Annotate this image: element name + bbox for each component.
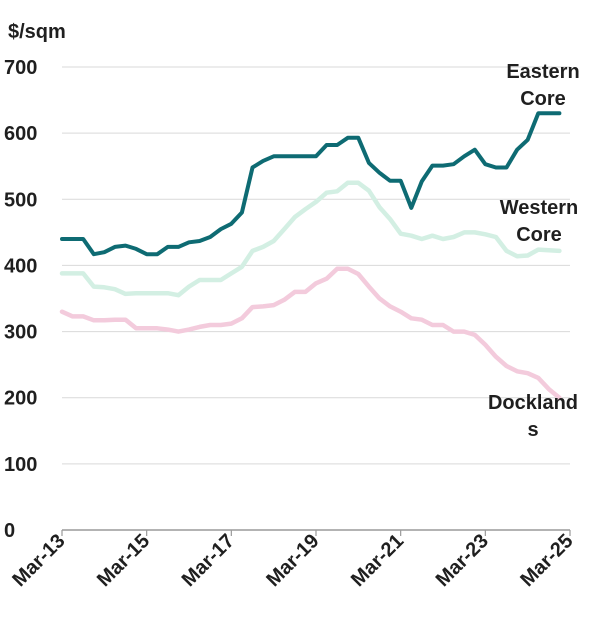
series-label-2: s: [527, 419, 538, 441]
series-label-2: Dockland: [488, 392, 578, 414]
y-tick-label: 500: [4, 189, 37, 211]
y-tick-label: 300: [4, 322, 37, 344]
gridlines: [62, 66, 570, 531]
y-tick-label: 400: [4, 255, 37, 277]
series-label-0: Eastern: [506, 61, 579, 83]
series-line-2: [59, 266, 562, 400]
x-tick-label: Mar-21: [347, 530, 408, 591]
x-tick-label: Mar-13: [8, 530, 69, 591]
x-axis: Mar-13 Mar-15 Mar-17 Mar-19 Mar-21 Mar-23 Mar-…: [8, 530, 577, 591]
x-tick-label: Mar-23: [432, 530, 493, 591]
series-line-0: [60, 111, 562, 257]
y-tick-label: 100: [4, 454, 37, 476]
series-line-1: [59, 180, 562, 298]
y-tick-label: 0: [4, 520, 15, 542]
y-tick-label: 700: [4, 57, 37, 79]
x-tick-label: Mar-17: [178, 530, 239, 591]
series-label-1: Western: [500, 197, 579, 219]
y-tick-label: 600: [4, 123, 37, 145]
series-label-0: Core: [520, 88, 566, 110]
x-tick-label: Mar-25: [516, 530, 577, 591]
y-tick-label: 200: [4, 388, 37, 410]
y-axis: 700 600 500 400 300 200 100 0: [4, 57, 37, 542]
series-lines: [59, 111, 562, 400]
series-labels: Eastern Core Western Core Dockland s: [488, 61, 580, 441]
series-label-1: Core: [516, 224, 562, 246]
x-tick-label: Mar-15: [93, 530, 154, 591]
x-tick-label: Mar-19: [262, 530, 323, 591]
unit-label: $/sqm: [8, 21, 66, 43]
